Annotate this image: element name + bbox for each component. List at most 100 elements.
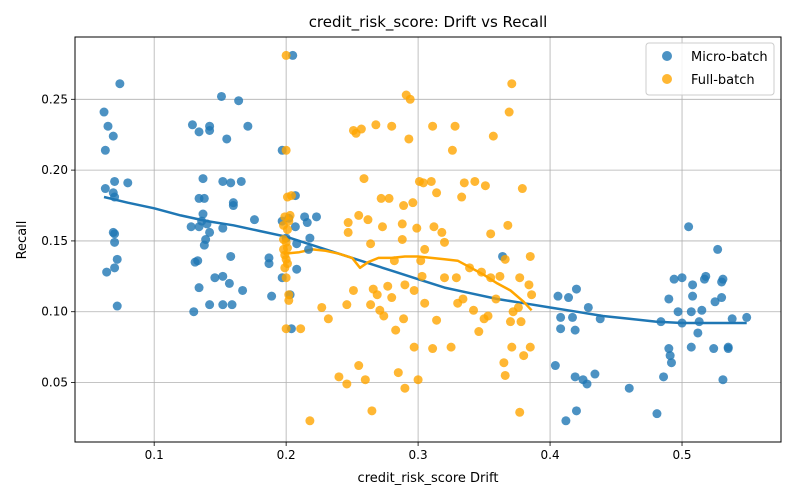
point-full-batch	[383, 281, 393, 291]
point-full-batch	[405, 94, 415, 104]
point-full-batch	[377, 222, 387, 232]
point-full-batch	[488, 131, 498, 141]
point-full-batch	[348, 285, 358, 295]
point-full-batch	[417, 271, 427, 281]
point-full-batch	[391, 325, 401, 335]
point-full-batch	[437, 227, 447, 237]
point-full-batch	[507, 79, 517, 89]
point-full-batch	[420, 244, 430, 254]
point-micro-batch	[570, 325, 580, 335]
point-full-batch	[389, 256, 399, 266]
point-micro-batch	[110, 176, 120, 186]
legend-marker-full-batch	[662, 74, 672, 84]
point-full-batch	[476, 267, 486, 277]
point-micro-batch	[686, 307, 696, 317]
point-micro-batch	[222, 134, 232, 144]
point-full-batch	[450, 121, 460, 131]
point-full-batch	[384, 193, 394, 203]
point-micro-batch	[110, 237, 120, 247]
y-tick-label: 0.25	[41, 92, 68, 106]
point-micro-batch	[688, 280, 698, 290]
point-micro-batch	[677, 318, 687, 328]
point-full-batch	[491, 294, 501, 304]
point-micro-batch	[710, 297, 720, 307]
point-micro-batch	[186, 222, 196, 232]
point-micro-batch	[194, 127, 204, 137]
point-full-batch	[439, 273, 449, 283]
point-micro-batch	[582, 379, 592, 389]
point-full-batch	[412, 223, 422, 233]
point-micro-batch	[713, 244, 723, 254]
point-full-batch	[342, 379, 352, 389]
point-full-batch	[323, 314, 333, 324]
point-micro-batch	[684, 222, 694, 232]
point-micro-batch	[571, 406, 581, 416]
point-micro-batch	[290, 222, 300, 232]
point-full-batch	[446, 342, 456, 352]
point-micro-batch	[556, 324, 566, 334]
point-micro-batch	[189, 307, 199, 317]
point-full-batch	[366, 239, 376, 249]
point-full-batch	[281, 273, 291, 283]
x-tick-label: 0.4	[541, 448, 560, 462]
point-full-batch	[480, 181, 490, 191]
point-micro-batch	[292, 239, 302, 249]
y-tick-label: 0.05	[41, 376, 68, 390]
point-full-batch	[286, 191, 296, 201]
point-micro-batch	[110, 263, 120, 273]
point-full-batch	[387, 293, 397, 303]
point-full-batch	[503, 220, 513, 230]
point-micro-batch	[218, 300, 228, 310]
point-micro-batch	[742, 312, 752, 322]
point-micro-batch	[234, 96, 244, 106]
point-full-batch	[527, 290, 537, 300]
point-micro-batch	[666, 358, 676, 368]
point-full-batch	[280, 263, 290, 273]
point-micro-batch	[677, 273, 687, 283]
point-full-batch	[399, 314, 409, 324]
point-micro-batch	[590, 369, 600, 379]
point-micro-batch	[652, 409, 662, 419]
point-full-batch	[429, 222, 439, 232]
point-full-batch	[409, 342, 419, 352]
point-full-batch	[486, 273, 496, 283]
point-micro-batch	[226, 178, 236, 188]
point-full-batch	[372, 290, 382, 300]
point-full-batch	[465, 263, 475, 273]
point-full-batch	[525, 251, 535, 261]
point-micro-batch	[595, 314, 605, 324]
point-micro-batch	[194, 283, 204, 293]
legend-marker-micro-batch	[662, 51, 672, 61]
point-full-batch	[334, 372, 344, 382]
point-micro-batch	[112, 301, 122, 311]
point-micro-batch	[693, 328, 703, 338]
point-micro-batch	[718, 375, 728, 385]
point-full-batch	[505, 317, 515, 327]
point-micro-batch	[723, 344, 733, 354]
point-micro-batch	[267, 291, 277, 301]
point-full-batch	[400, 280, 410, 290]
point-micro-batch	[205, 300, 215, 310]
point-full-batch	[451, 273, 461, 283]
point-full-batch	[470, 176, 480, 186]
point-full-batch	[428, 344, 438, 354]
point-micro-batch	[553, 291, 563, 301]
x-tick-label: 0.2	[277, 448, 296, 462]
y-tick-label: 0.20	[41, 163, 68, 177]
point-full-batch	[356, 124, 366, 134]
point-micro-batch	[205, 125, 215, 135]
point-micro-batch	[688, 291, 698, 301]
point-micro-batch	[199, 240, 209, 250]
x-tick-label: 0.1	[145, 448, 164, 462]
point-micro-batch	[686, 342, 696, 352]
point-full-batch	[515, 273, 525, 283]
point-micro-batch	[199, 193, 209, 203]
point-full-batch	[495, 271, 505, 281]
legend: Micro-batch Full-batch	[645, 42, 775, 96]
point-micro-batch	[550, 361, 560, 371]
point-micro-batch	[224, 278, 234, 288]
point-micro-batch	[292, 264, 302, 274]
point-full-batch	[432, 315, 442, 325]
point-micro-batch	[238, 285, 248, 295]
point-micro-batch	[210, 273, 220, 283]
